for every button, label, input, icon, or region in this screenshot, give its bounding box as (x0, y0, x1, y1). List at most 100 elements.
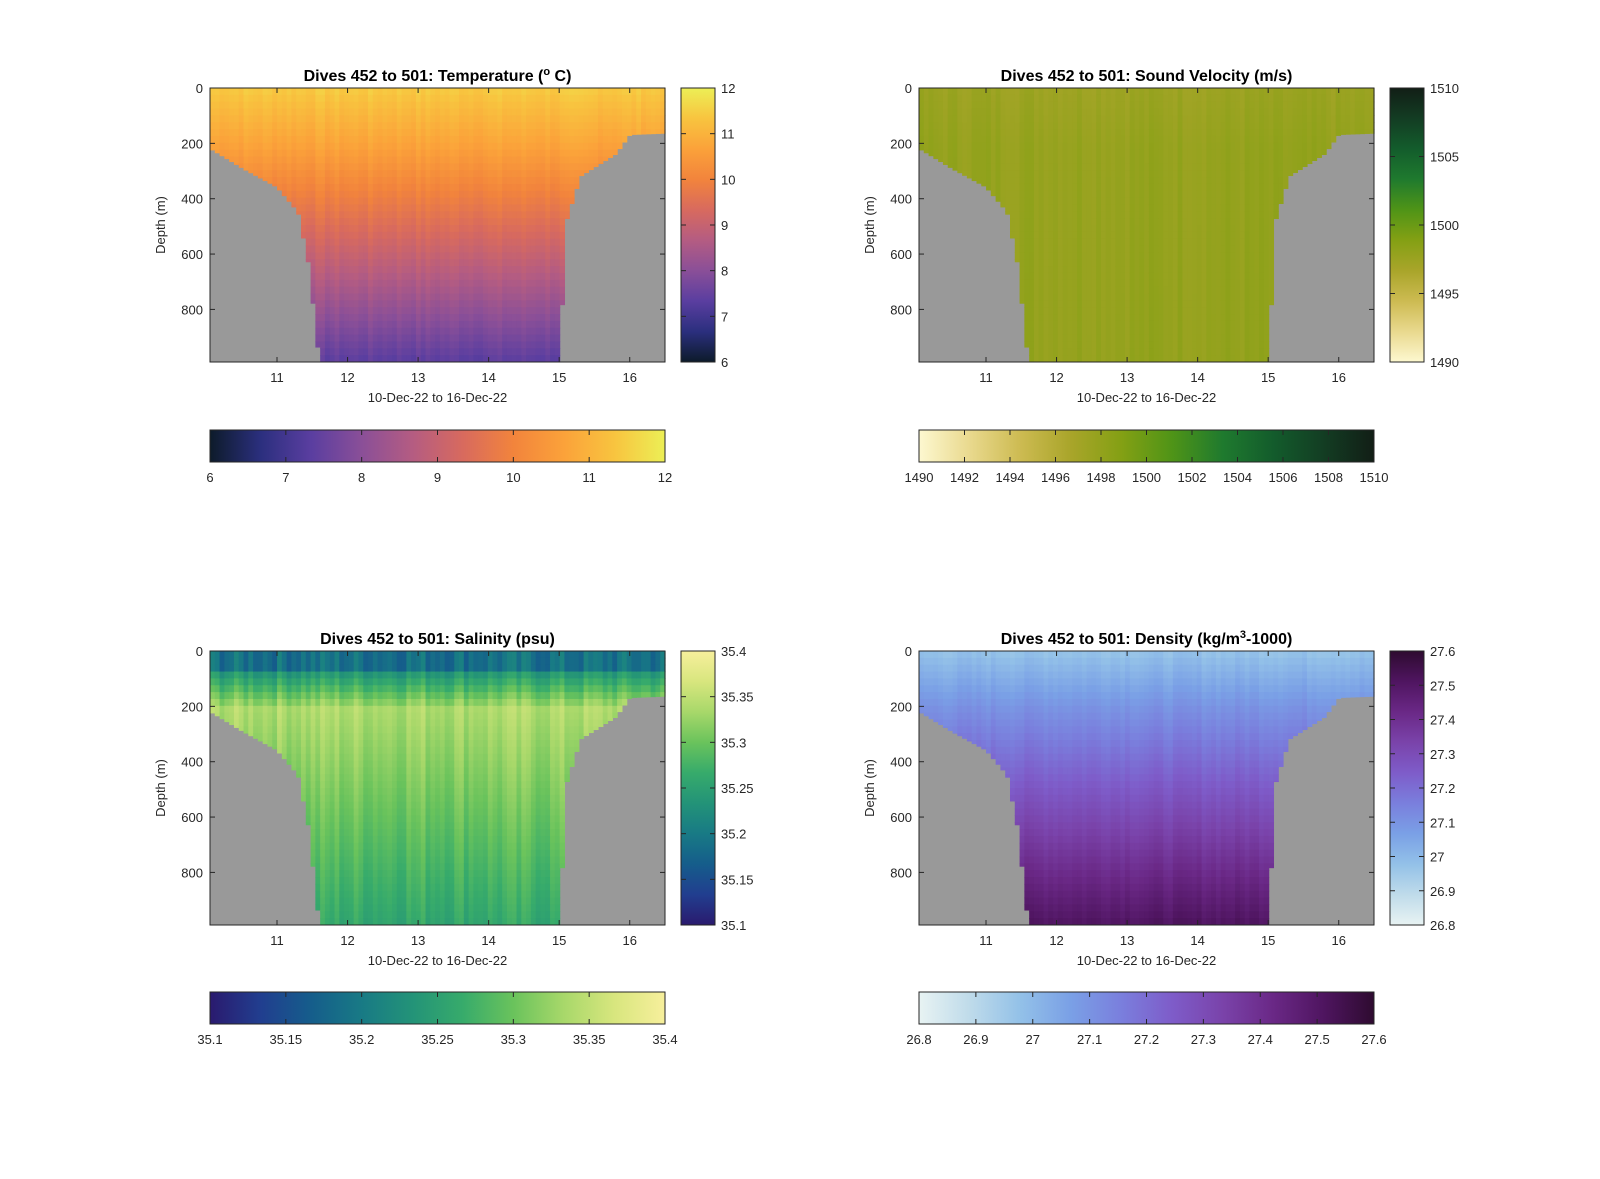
title-main: Density (kg/m (1135, 631, 1240, 648)
y-tick-label: 0 (196, 644, 203, 659)
x-tick-label: 14 (1190, 933, 1204, 948)
colorbar-right-gradient (1389, 87, 1425, 363)
y-axis-label: Depth (m) (862, 759, 877, 817)
colorbar-right-tick-label: 35.15 (721, 872, 754, 887)
colorbar-right-tick-label: 27.4 (1430, 713, 1455, 728)
colorbar-right-tick-label: 27.1 (1430, 815, 1455, 830)
colorbar-bottom-tick-label: 8 (358, 470, 365, 485)
colorbar-right: 27.6 27.5 27.4 27.3 27.2 27.1 27 26.9 26.8 (1389, 644, 1455, 933)
title-prefix: Dives 452 to 501: (1001, 631, 1135, 648)
colorbar-bottom-tick-label: 12 (658, 470, 672, 485)
colorbar-bottom-tick-label: 1492 (950, 470, 979, 485)
colorbar-bottom-tick-label: 6 (206, 470, 213, 485)
y-tick-label: 400 (890, 755, 912, 770)
x-tick-label: 16 (622, 933, 636, 948)
colorbar-bottom-tick-label: 35.2 (349, 1032, 374, 1047)
colorbar-right-tick-label: 35.2 (721, 827, 746, 842)
colorbar-bottom-tick-label: 1506 (1269, 470, 1298, 485)
y-tick-label: 600 (890, 247, 912, 262)
heatmap-cells (919, 651, 1375, 925)
colorbar-right-tick-label: 35.35 (721, 690, 754, 705)
colorbar-right-tick-label: 27.5 (1430, 678, 1455, 693)
colorbar-bottom-tick-label: 35.25 (421, 1032, 454, 1047)
y-tick-label: 400 (181, 192, 203, 207)
x-axis-label: 10-Dec-22 to 16-Dec-22 (1077, 390, 1216, 405)
x-tick-label: 13 (1120, 370, 1134, 385)
colorbar-right-tick-label: 1505 (1430, 150, 1459, 165)
y-axis-label: Depth (m) (153, 196, 168, 254)
axes-box (209, 650, 666, 926)
colorbar-bottom-tick-label: 27.3 (1191, 1032, 1216, 1047)
y-axis-label: Depth (m) (153, 759, 168, 817)
x-tick-label: 11 (979, 933, 993, 948)
y-tick-label: 200 (890, 136, 912, 151)
x-tick-label: 11 (270, 933, 284, 948)
x-tick-label: 13 (1120, 933, 1134, 948)
y-axis-label: Depth (m) (862, 196, 877, 254)
colorbar-bottom: 35.1 35.15 35.2 35.25 35.3 35.35 35.4 (197, 991, 678, 1047)
colorbar-right-tick-label: 1495 (1430, 287, 1459, 302)
y-tick-label: 0 (905, 644, 912, 659)
colorbar-right-tick-label: 26.8 (1430, 918, 1455, 933)
colorbar-right-gradient (680, 87, 716, 363)
colorbar-bottom-gradient (209, 429, 666, 463)
colorbar-right-tick-label: 7 (721, 309, 728, 324)
colorbar-bottom-tick-label: 27.1 (1077, 1032, 1102, 1047)
heatmap-cells (919, 88, 1375, 362)
axes-box (918, 650, 1375, 926)
y-tick-label: 200 (181, 136, 203, 151)
colorbar-bottom-tick-label: 35.1 (197, 1032, 222, 1047)
colorbar-bottom: 6 7 8 9 10 11 12 (206, 429, 672, 485)
title-prefix: Dives 452 to 501: (304, 68, 438, 85)
title-main: Sound Velocity (m/s) (1135, 68, 1292, 85)
colorbar-bottom-gradient (918, 991, 1375, 1025)
colorbar-right-tick-label: 11 (721, 127, 735, 142)
x-tick-label: 12 (1049, 933, 1063, 948)
colorbar-bottom-tick-label: 1510 (1360, 470, 1389, 485)
colorbar-right-tick-label: 1510 (1430, 81, 1459, 96)
x-tick-label: 12 (340, 370, 354, 385)
title-superscript: o (543, 66, 550, 78)
title-suffix: C) (550, 68, 571, 85)
colorbar-right-tick-label: 35.4 (721, 644, 746, 659)
colorbar-right-tick-label: 35.25 (721, 781, 754, 796)
x-tick-label: 11 (270, 370, 284, 385)
y-tick-label: 800 (890, 302, 912, 317)
colorbar-bottom-tick-label: 9 (434, 470, 441, 485)
heatmap-cells (210, 88, 666, 362)
colorbar-right: 12 11 10 9 8 7 6 (680, 81, 735, 370)
colorbar-bottom-tick-label: 11 (582, 470, 596, 485)
colorbar-bottom-tick-label: 1494 (996, 470, 1025, 485)
panel-4: 11 12 13 14 15 16 0 200 400 600 800 10-Dec-22 to 16… (862, 629, 1455, 1047)
title-superscript: 3 (1240, 629, 1246, 641)
colorbar-bottom-tick-label: 10 (506, 470, 520, 485)
colorbar-bottom-tick-label: 27.5 (1304, 1032, 1329, 1047)
x-tick-label: 15 (1261, 370, 1275, 385)
colorbar-bottom-tick-label: 1502 (1178, 470, 1207, 485)
chart-title: Dives 452 to 501: Temperature (o C) (304, 66, 572, 85)
colorbar-bottom-tick-label: 35.3 (501, 1032, 526, 1047)
chart-title: Dives 452 to 501: Salinity (psu) (320, 631, 555, 648)
title-main: Temperature ( (438, 68, 544, 85)
x-tick-label: 13 (411, 370, 425, 385)
x-tick-label: 13 (411, 933, 425, 948)
colorbar-bottom-tick-label: 1504 (1223, 470, 1252, 485)
colorbar-bottom-tick-label: 35.4 (652, 1032, 677, 1047)
x-tick-label: 14 (1190, 370, 1204, 385)
colorbar-bottom-tick-label: 1500 (1132, 470, 1161, 485)
colorbar-bottom-tick-label: 27.6 (1361, 1032, 1386, 1047)
x-axis-label: 10-Dec-22 to 16-Dec-22 (368, 953, 507, 968)
colorbar-right-gradient (1389, 650, 1425, 926)
y-tick-label: 600 (181, 810, 203, 825)
colorbar-bottom-gradient (918, 429, 1375, 463)
y-tick-label: 800 (181, 302, 203, 317)
colorbar-right-gradient (680, 650, 716, 926)
colorbar-right-tick-label: 1500 (1430, 218, 1459, 233)
x-tick-label: 11 (979, 370, 993, 385)
colorbar-bottom-tick-label: 27.2 (1134, 1032, 1159, 1047)
colorbar-right-tick-label: 35.3 (721, 735, 746, 750)
colorbar-right: 1510 1505 1500 1495 1490 (1389, 81, 1459, 370)
colorbar-right-tick-label: 6 (721, 355, 728, 370)
